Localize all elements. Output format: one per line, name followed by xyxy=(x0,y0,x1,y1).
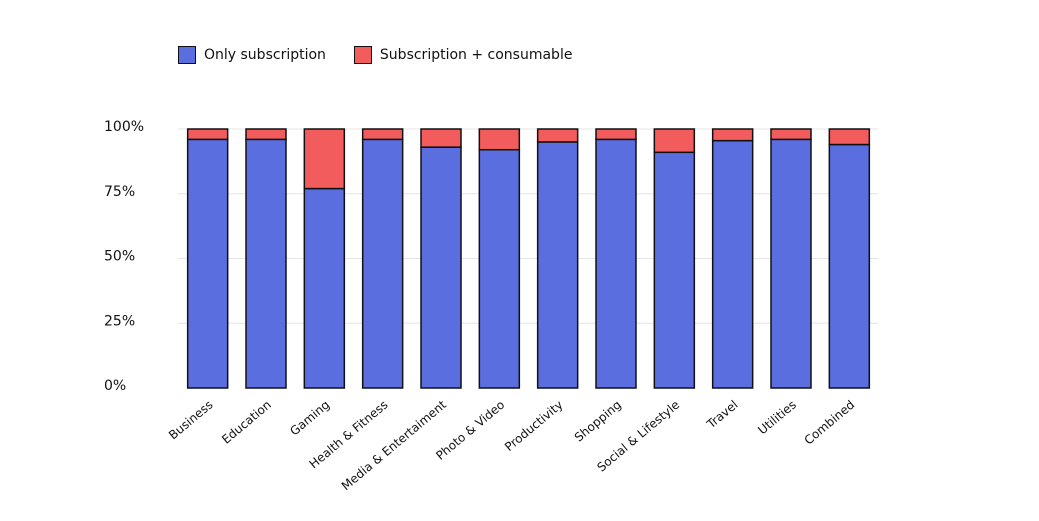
x-tick-label: Shopping xyxy=(572,398,624,445)
bar-subscription-consumable-2 xyxy=(303,128,346,190)
legend-label-subscription-consumable: Subscription + consumable xyxy=(379,47,573,63)
x-tick-label: Media & Entertaiment xyxy=(339,397,449,493)
bar-only-subscription-8 xyxy=(653,151,696,389)
bars xyxy=(186,128,871,389)
legend-item-only-subscription: Only subscription xyxy=(178,46,326,64)
bar-only-subscription-10 xyxy=(770,138,812,389)
x-tick-label: Travel xyxy=(704,398,741,432)
bar-only-subscription-1 xyxy=(245,138,287,389)
y-tick-label: 25% xyxy=(104,313,135,329)
bar-only-subscription-5 xyxy=(478,148,521,389)
x-tick-label: Education xyxy=(219,398,274,447)
bar-subscription-consumable-4 xyxy=(420,128,462,148)
bar-subscription-consumable-10 xyxy=(770,128,812,141)
x-tick-label: Productivity xyxy=(502,398,565,454)
bar-subscription-consumable-0 xyxy=(186,128,229,141)
bar-only-subscription-3 xyxy=(361,138,404,389)
bar-subscription-consumable-9 xyxy=(711,128,754,142)
bar-only-subscription-2 xyxy=(303,187,346,389)
x-tick-label: Utilities xyxy=(755,398,799,438)
y-tick-label: 50% xyxy=(104,249,135,265)
x-tick-label: Gaming xyxy=(287,398,332,439)
bar-subscription-consumable-3 xyxy=(361,128,404,141)
y-tick-label: 0% xyxy=(104,378,126,394)
x-tick-label: Combined xyxy=(802,398,858,448)
legend-label-only-subscription: Only subscription xyxy=(204,47,326,63)
bar-only-subscription-0 xyxy=(186,138,229,389)
y-tick-label: 100% xyxy=(104,119,144,135)
bar-only-subscription-4 xyxy=(420,146,462,389)
legend-item-subscription-consumable: Subscription + consumable xyxy=(353,46,573,64)
bar-only-subscription-9 xyxy=(711,139,754,389)
bar-only-subscription-6 xyxy=(536,141,579,389)
bar-subscription-consumable-1 xyxy=(245,128,287,141)
legend: Only subscription Subscription + consuma… xyxy=(178,46,600,64)
legend-swatch-only-subscription xyxy=(178,46,196,64)
legend-swatch-subscription-consumable xyxy=(353,46,372,64)
bar-subscription-consumable-8 xyxy=(653,128,696,154)
bar-subscription-consumable-11 xyxy=(828,128,871,146)
gridlines xyxy=(178,128,878,324)
bar-subscription-consumable-5 xyxy=(478,128,521,151)
bar-only-subscription-11 xyxy=(828,143,871,389)
x-tick-label: Business xyxy=(166,398,216,443)
bar-only-subscription-7 xyxy=(595,138,637,389)
y-axis: 0% 25% 50% 75% 100% xyxy=(104,119,144,394)
y-tick-label: 75% xyxy=(104,184,135,200)
bar-subscription-consumable-6 xyxy=(536,128,579,143)
bar-subscription-consumable-7 xyxy=(595,128,637,141)
